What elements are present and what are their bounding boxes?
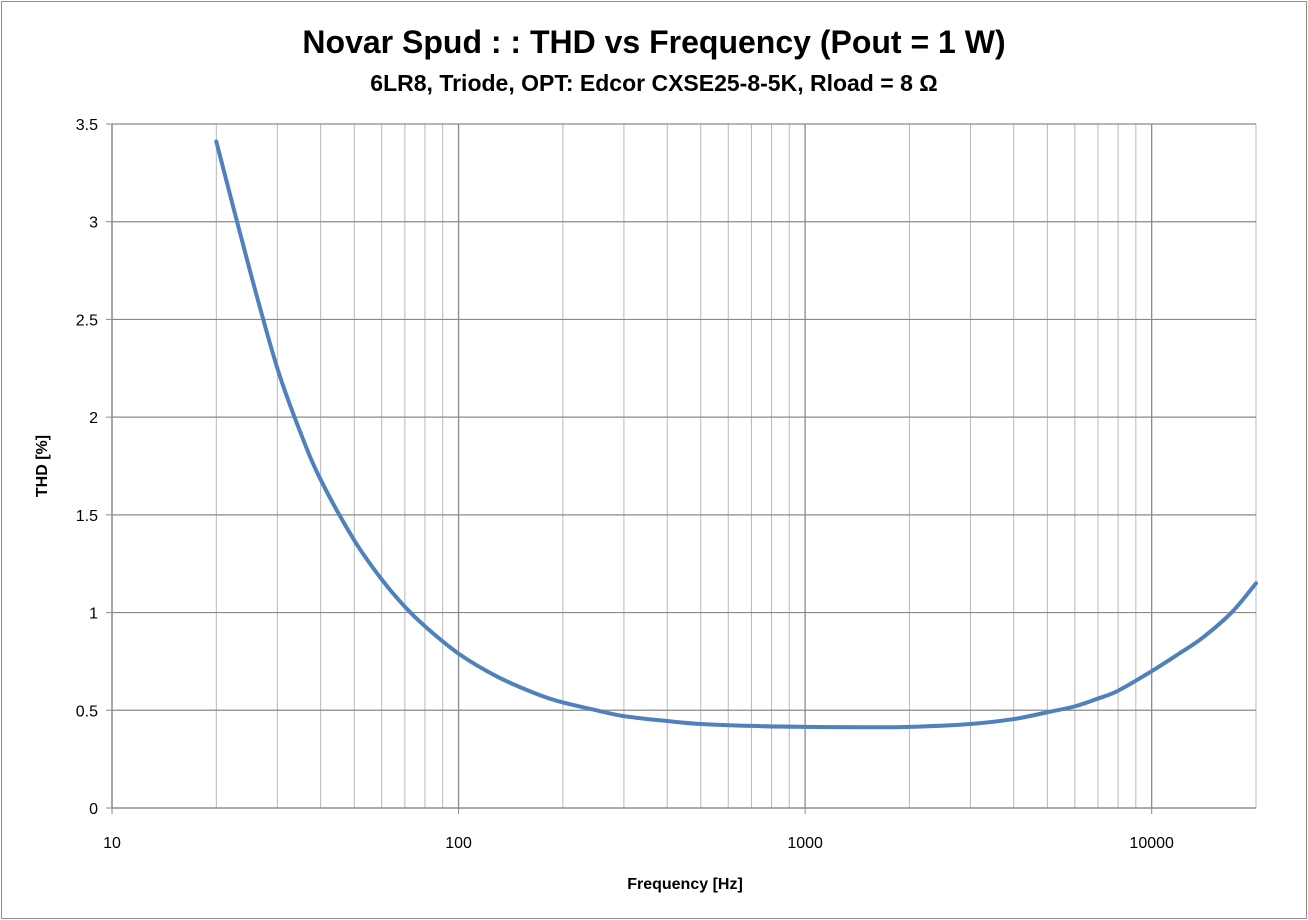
series-lines [214, 139, 1258, 730]
y-tick-label: 1 [89, 606, 98, 623]
x-tick-label: 10 [103, 835, 121, 852]
chart-title: Novar Spud : : THD vs Frequency (Pout = … [302, 24, 1006, 60]
y-tick-label: 1.5 [76, 508, 98, 525]
x-tick-label: 1000 [787, 835, 823, 852]
thd-series-line [214, 139, 1258, 730]
y-tick-label: 3 [89, 215, 98, 232]
axes [106, 123, 1256, 814]
x-tick-label: 100 [445, 835, 472, 852]
x-tick-label: 10000 [1129, 835, 1174, 852]
chart-subtitle: 6LR8, Triode, OPT: Edcor CXSE25-8-5K, Rl… [370, 70, 938, 96]
y-tick-label: 0.5 [76, 703, 98, 720]
y-tick-label: 2 [89, 410, 98, 427]
x-axis-label: Frequency [Hz] [627, 876, 743, 893]
y-tick-label: 2.5 [76, 312, 98, 329]
y-tick-label: 3.5 [76, 117, 98, 134]
y-axis-label: THD [%] [34, 435, 51, 497]
y-tick-label: 0 [89, 801, 98, 818]
tick-labels: 0 0.5 1 1.5 2 2.5 3 3.5 10 100 1000 10000 [76, 117, 1174, 852]
